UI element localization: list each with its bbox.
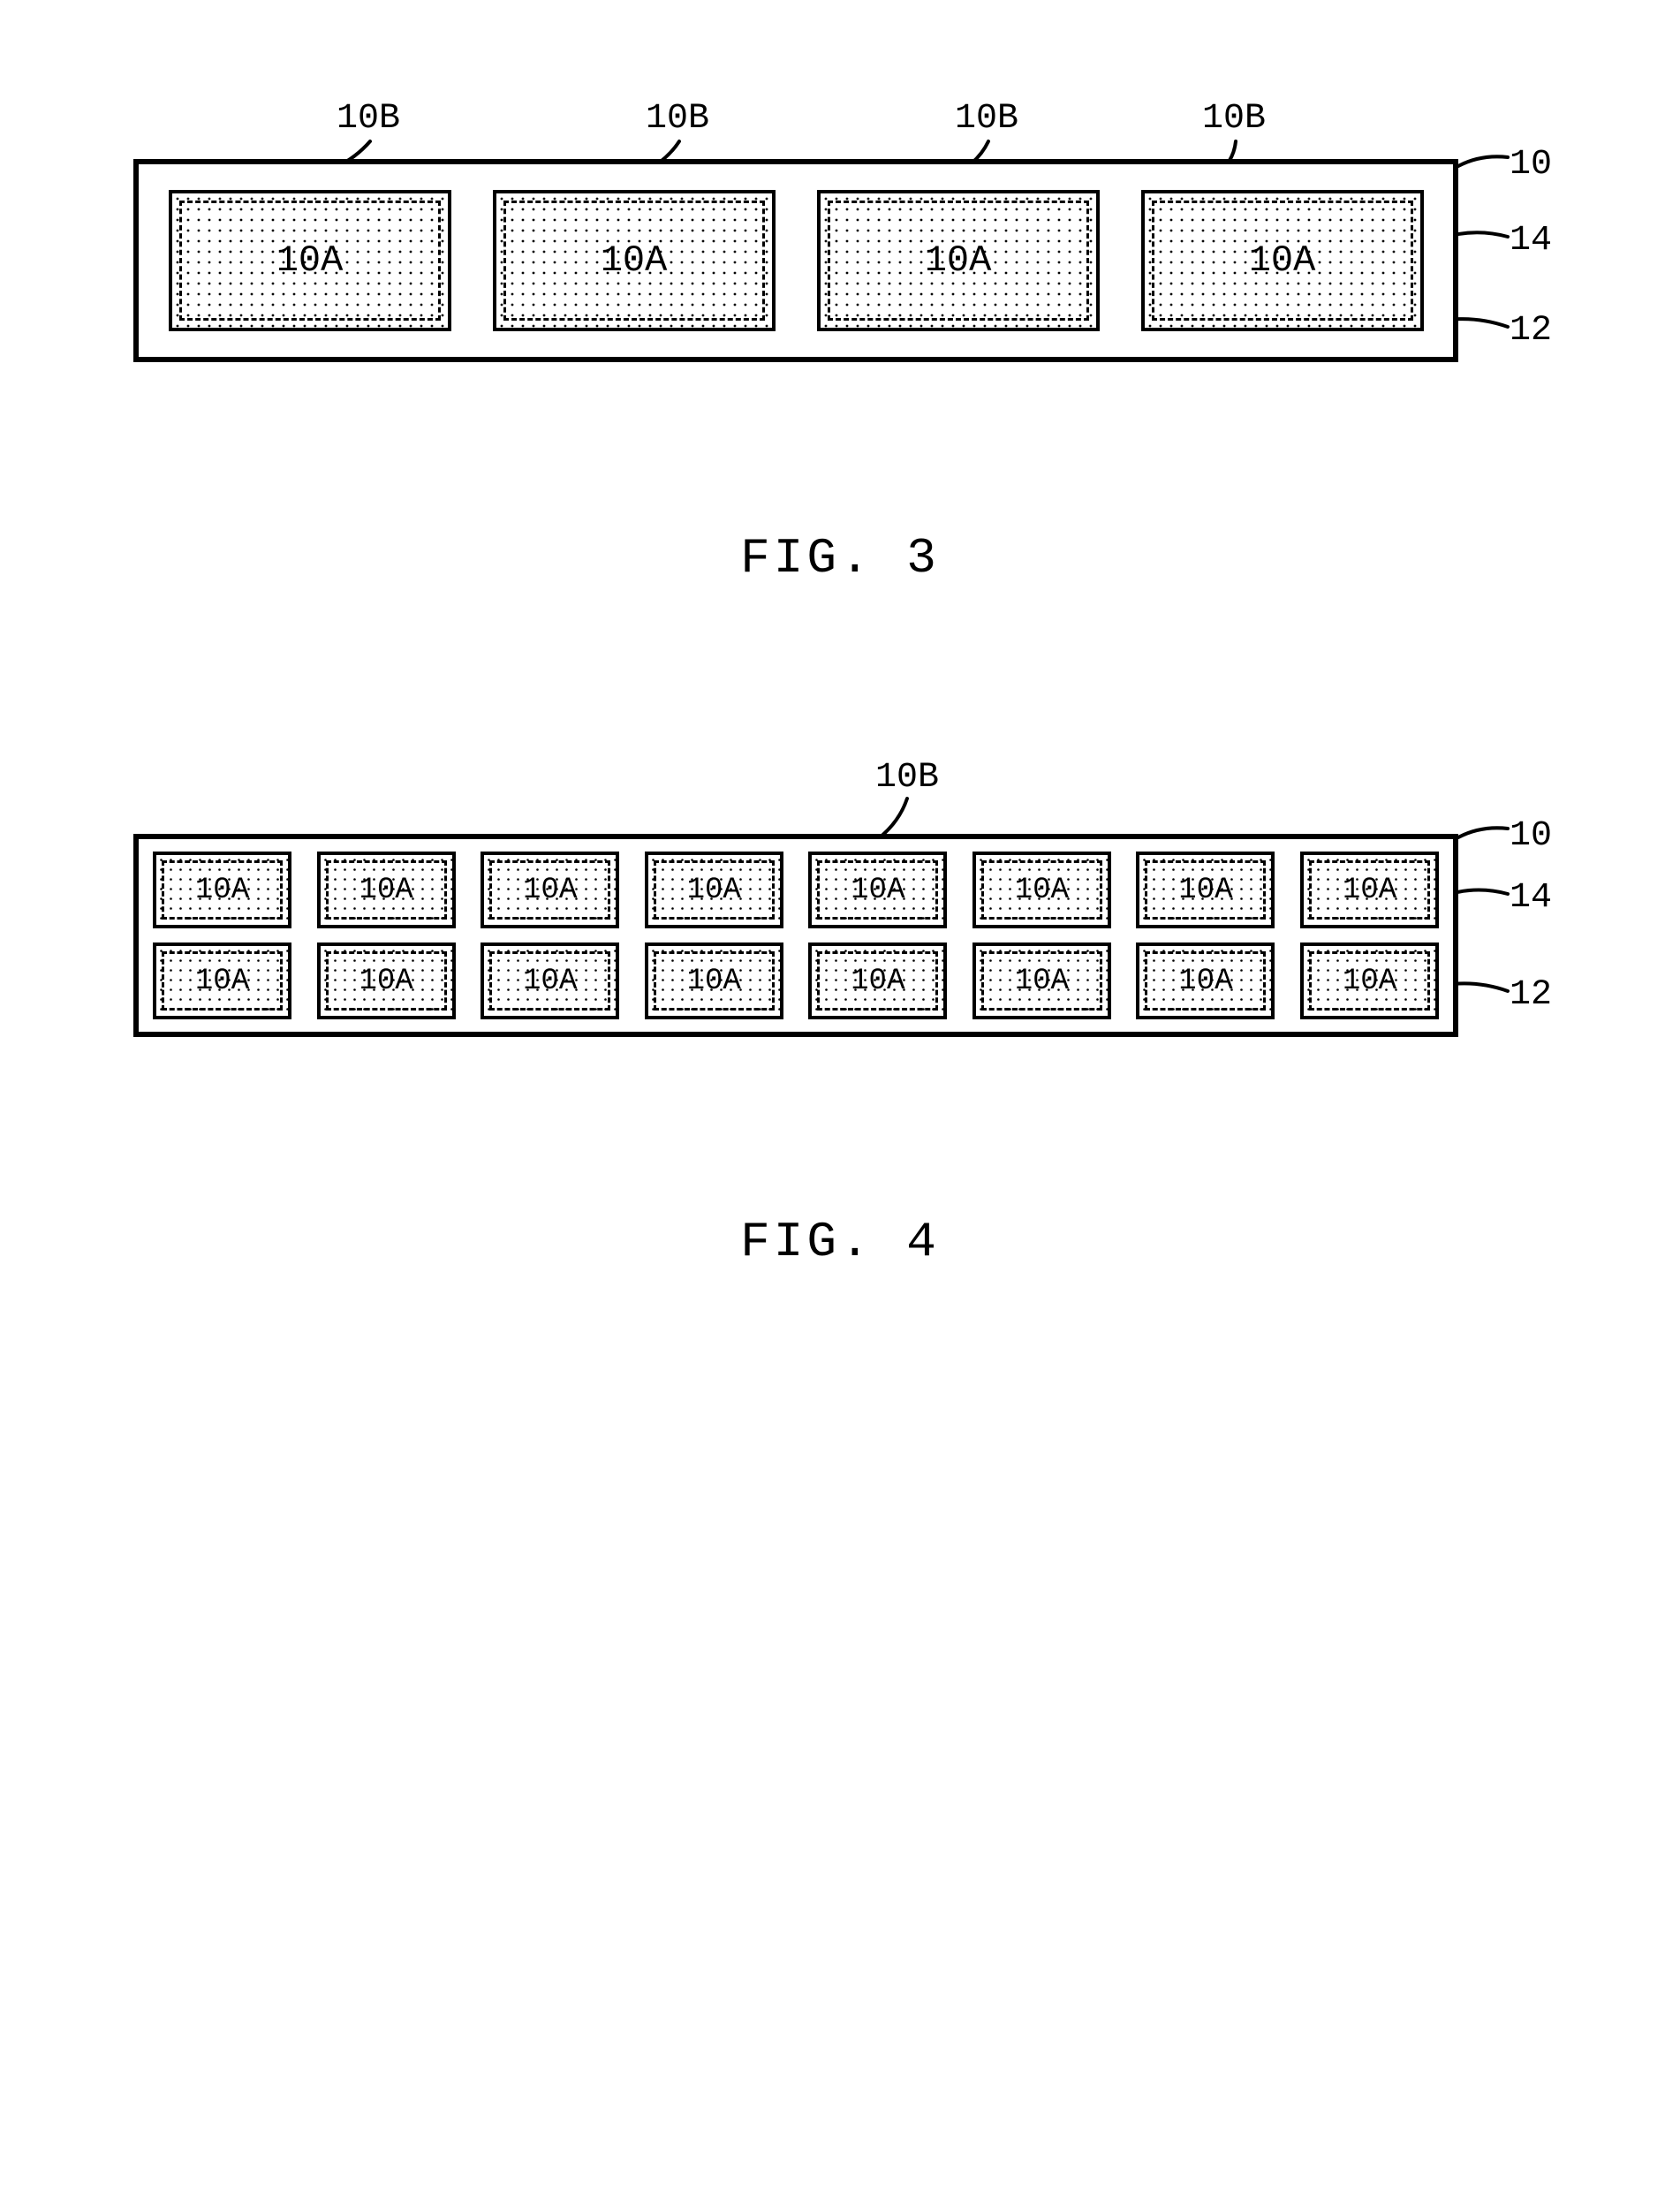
fig4-cell-label: 10A (805, 939, 950, 1023)
fig4-side-label: 14 (1510, 878, 1552, 918)
fig4-cell-label: 10A (1132, 848, 1278, 932)
fig3-outer-box: 10A10A10A10A (133, 159, 1458, 362)
fig4-cell: 10A (1132, 848, 1278, 932)
fig4-side-label: 12 (1510, 975, 1552, 1015)
fig4-cell-label: 10A (1297, 848, 1442, 932)
fig4-cell-label: 10A (805, 848, 950, 932)
fig4-cell-label: 10A (477, 939, 623, 1023)
fig4-cell-label: 10A (477, 848, 623, 932)
fig4-side-label: 10 (1510, 816, 1552, 856)
figure-4-block: 10B 10A10A10A10A10A10A10A10A10A10A10A10A… (133, 763, 1547, 1270)
figure-3-block: 10B10B10B10B 10A10A10A10A 101412 FIG. 3 (133, 106, 1547, 587)
fig4-cell: 10A (477, 848, 623, 932)
fig4-cell-label: 10A (149, 939, 295, 1023)
fig4-cell: 10A (314, 848, 459, 932)
fig3-cell-label: 10A (1132, 181, 1433, 340)
fig3-top-label: 10B (646, 99, 709, 139)
figure-3-container: 10B10B10B10B 10A10A10A10A 101412 (133, 106, 1547, 389)
figure-4-caption: FIG. 4 (133, 1214, 1547, 1270)
fig4-cell: 10A (149, 848, 295, 932)
fig3-top-label: 10B (1202, 99, 1266, 139)
fig3-side-label: 14 (1510, 221, 1552, 261)
fig4-cell: 10A (805, 939, 950, 1023)
fig4-top-label-text: 10B (875, 758, 939, 798)
figure-3-caption: FIG. 3 (133, 530, 1547, 587)
fig4-cell-label: 10A (314, 848, 459, 932)
fig3-cell: 10A (484, 181, 784, 340)
fig4-cell: 10A (969, 939, 1115, 1023)
fig3-cell: 10A (160, 181, 460, 340)
fig3-cell: 10A (808, 181, 1109, 340)
fig4-cell: 10A (641, 939, 787, 1023)
fig4-cell-label: 10A (314, 939, 459, 1023)
fig4-cell: 10A (969, 848, 1115, 932)
fig3-cell-label: 10A (484, 181, 784, 340)
fig4-cell-label: 10A (641, 848, 787, 932)
fig3-cells-row: 10A10A10A10A (139, 164, 1453, 357)
fig3-cell-label: 10A (160, 181, 460, 340)
fig3-top-label: 10B (955, 99, 1018, 139)
fig4-cell-label: 10A (969, 939, 1115, 1023)
fig3-side-label: 12 (1510, 311, 1552, 351)
fig4-cell: 10A (314, 939, 459, 1023)
fig4-cell: 10A (805, 848, 950, 932)
fig3-side-label: 10 (1510, 145, 1552, 185)
figure-4-container: 10B 10A10A10A10A10A10A10A10A10A10A10A10A… (133, 763, 1547, 1072)
fig4-cell-label: 10A (641, 939, 787, 1023)
fig4-outer-box: 10A10A10A10A10A10A10A10A10A10A10A10A10A1… (133, 834, 1458, 1037)
fig4-cell: 10A (1132, 939, 1278, 1023)
fig3-cell: 10A (1132, 181, 1433, 340)
fig4-cell: 10A (149, 939, 295, 1023)
fig4-cell: 10A (1297, 848, 1442, 932)
fig4-row: 10A10A10A10A10A10A10A10A (149, 939, 1442, 1023)
fig4-cell-label: 10A (969, 848, 1115, 932)
fig4-cell-label: 10A (1297, 939, 1442, 1023)
fig4-cell: 10A (1297, 939, 1442, 1023)
fig4-cell: 10A (477, 939, 623, 1023)
fig4-cell-label: 10A (149, 848, 295, 932)
fig4-cell: 10A (641, 848, 787, 932)
fig3-cell-label: 10A (808, 181, 1109, 340)
fig4-cell-label: 10A (1132, 939, 1278, 1023)
fig3-top-label: 10B (337, 99, 400, 139)
fig4-row: 10A10A10A10A10A10A10A10A (149, 848, 1442, 932)
